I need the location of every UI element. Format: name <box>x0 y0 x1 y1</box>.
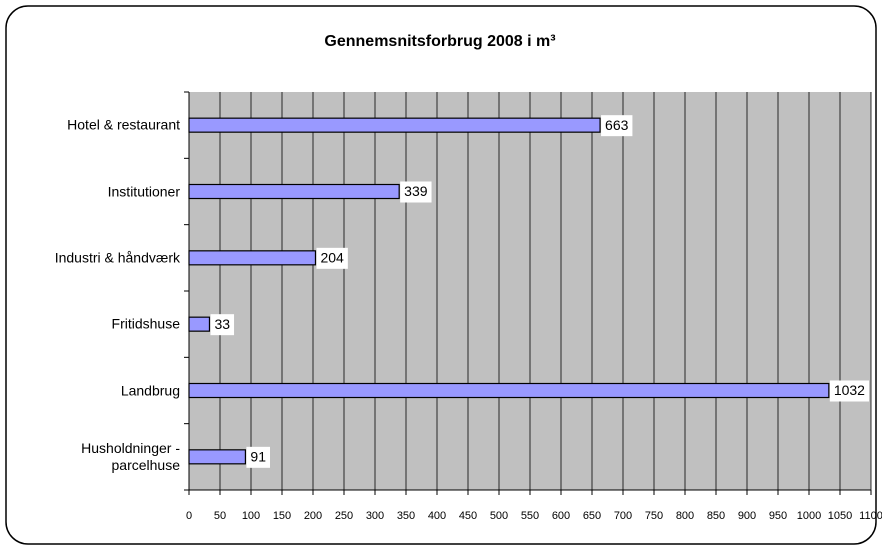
chart-title: Gennemsnitsforbrug 2008 i m³ <box>324 33 555 50</box>
x-tick-label: 650 <box>583 510 601 522</box>
data-label-bg <box>316 247 348 269</box>
x-tick-label: 950 <box>769 510 787 522</box>
y-tick-label: Fritidshuse <box>111 315 180 332</box>
x-tick-label: 850 <box>707 510 725 522</box>
x-tick-label: 400 <box>428 510 446 522</box>
x-tick-label: 800 <box>676 510 694 522</box>
x-tick-label: 1100 <box>859 510 882 522</box>
x-tick-label: 250 <box>335 510 353 522</box>
x-tick-label: 200 <box>304 510 322 522</box>
y-tick-label: Industri & håndværk <box>54 249 180 266</box>
data-label: 1032 <box>834 382 865 398</box>
x-tick-label: 350 <box>397 510 415 522</box>
bar <box>188 449 247 465</box>
bar <box>188 250 317 266</box>
y-tick-label: Landbrug <box>120 382 180 398</box>
data-label-bg <box>210 314 235 336</box>
x-tick-label: 1050 <box>828 510 852 522</box>
data-label-bg <box>829 380 869 402</box>
x-tick-label: 600 <box>552 510 570 522</box>
x-tick-label: 300 <box>366 510 384 522</box>
x-tick-label: 550 <box>521 510 539 522</box>
y-tick-label: Hotel & restaurant <box>67 116 180 133</box>
x-tick-label: 100 <box>242 510 260 522</box>
data-label: 339 <box>404 183 428 199</box>
data-label-bg <box>400 181 432 203</box>
x-tick-label: 700 <box>614 510 632 522</box>
y-tick-label: Husholdninger - parcelhuse <box>81 439 180 473</box>
x-tick-label: 450 <box>459 510 477 522</box>
data-label: 663 <box>605 117 629 133</box>
data-label-bg <box>246 446 270 468</box>
y-tick-label: Institutioner <box>107 183 180 199</box>
x-tick-label: 50 <box>214 510 226 522</box>
bar <box>188 382 830 399</box>
bar <box>188 316 211 332</box>
x-tick-label: 150 <box>273 510 291 522</box>
x-tick-label: 900 <box>738 510 756 522</box>
x-tick-label: 500 <box>490 510 508 522</box>
bar <box>188 117 601 133</box>
data-label: 33 <box>214 316 230 332</box>
data-label: 91 <box>250 449 266 465</box>
bar <box>188 183 400 200</box>
x-tick-label: 1000 <box>797 510 821 522</box>
data-label-bg <box>601 115 633 137</box>
x-tick-label: 750 <box>645 510 663 522</box>
x-tick-label: 0 <box>186 510 192 522</box>
data-label: 204 <box>320 250 344 266</box>
